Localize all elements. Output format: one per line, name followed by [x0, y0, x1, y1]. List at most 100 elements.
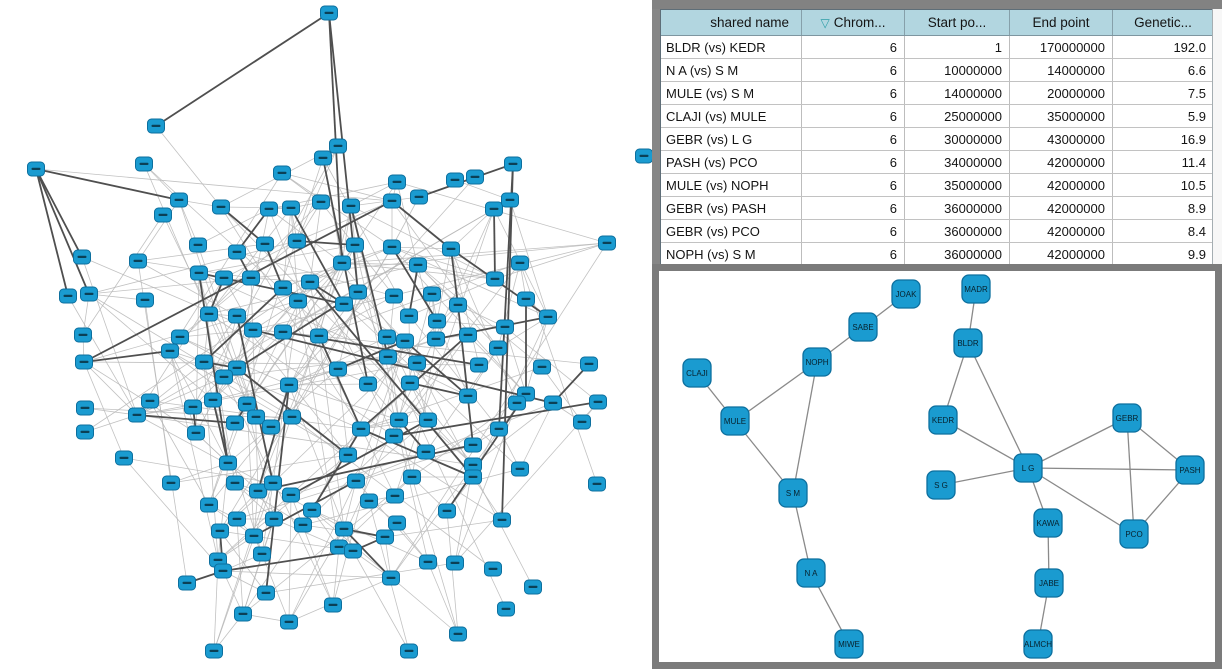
network-edge[interactable]	[493, 208, 496, 280]
network-edge[interactable]	[288, 384, 400, 421]
network-node[interactable]	[282, 487, 300, 503]
network-edge[interactable]	[408, 264, 419, 317]
network-node[interactable]	[154, 207, 172, 223]
network-node-NOPH[interactable]: NOPH	[802, 347, 832, 377]
network-edge[interactable]	[273, 518, 340, 548]
network-edge[interactable]	[236, 518, 244, 615]
network-edge[interactable]	[318, 335, 590, 365]
network-edge[interactable]	[328, 12, 343, 264]
network-node[interactable]	[320, 5, 338, 21]
network-edge[interactable]	[257, 384, 290, 492]
network-node[interactable]	[497, 601, 515, 617]
network-node[interactable]	[253, 546, 271, 562]
network-node[interactable]	[200, 497, 218, 513]
table-row[interactable]: GEBR (vs) PASH 6 36000000 42000000 8.9	[661, 197, 1213, 220]
network-edge[interactable]	[498, 163, 514, 430]
network-edge[interactable]	[411, 338, 437, 478]
network-node-SABE[interactable]: SABE	[848, 312, 878, 342]
network-node[interactable]	[333, 255, 351, 271]
network-node[interactable]	[215, 369, 233, 385]
network-node[interactable]	[262, 419, 280, 435]
network-node[interactable]	[396, 333, 414, 349]
network-node[interactable]	[264, 475, 282, 491]
network-edge[interactable]	[337, 340, 406, 370]
network-node[interactable]	[211, 523, 229, 539]
network-node[interactable]	[403, 469, 421, 485]
network-edge-GEBR-PCO[interactable]	[1126, 417, 1135, 535]
network-edge[interactable]	[417, 264, 543, 368]
network-node[interactable]	[466, 169, 484, 185]
network-edge[interactable]	[352, 550, 410, 652]
network-node[interactable]	[379, 349, 397, 365]
network-edge[interactable]	[291, 246, 393, 418]
network-edge[interactable]	[35, 168, 83, 258]
network-edge[interactable]	[509, 199, 549, 318]
network-node[interactable]	[419, 554, 437, 570]
network-node[interactable]	[486, 271, 504, 287]
table-row[interactable]: BLDR (vs) KEDR 6 1 170000000 192.0	[661, 36, 1213, 59]
network-node[interactable]	[490, 421, 508, 437]
table-row[interactable]: NOPH (vs) S M 6 36000000 42000000 9.9	[661, 243, 1213, 266]
network-edge[interactable]	[501, 163, 514, 521]
network-edge[interactable]	[290, 207, 299, 302]
network-edge[interactable]	[84, 407, 257, 418]
network-node[interactable]	[423, 286, 441, 302]
network-node[interactable]	[228, 360, 246, 376]
network-node[interactable]	[496, 319, 514, 335]
column-header-2[interactable]: Start po...	[905, 10, 1010, 35]
network-node[interactable]	[200, 306, 218, 322]
network-node-L G[interactable]: L G	[1013, 453, 1043, 483]
network-node[interactable]	[115, 450, 133, 466]
network-edge[interactable]	[390, 242, 608, 579]
network-node[interactable]	[184, 399, 202, 415]
network-node[interactable]	[141, 393, 159, 409]
network-node[interactable]	[280, 614, 298, 630]
network-edge[interactable]	[281, 172, 393, 248]
main-network-view[interactable]	[0, 0, 652, 669]
network-node[interactable]	[383, 239, 401, 255]
network-node[interactable]	[417, 444, 435, 460]
network-edge[interactable]	[391, 200, 452, 250]
network-edge[interactable]	[179, 240, 298, 338]
network-node-N A[interactable]: N A	[796, 558, 826, 588]
network-node[interactable]	[598, 235, 616, 251]
network-edge[interactable]	[446, 510, 459, 635]
network-edge-BLDR-L G[interactable]	[967, 342, 1029, 469]
network-edge[interactable]	[394, 208, 495, 497]
network-node[interactable]	[294, 517, 312, 533]
network-edge[interactable]	[222, 550, 354, 572]
network-node[interactable]	[161, 343, 179, 359]
network-edge[interactable]	[257, 444, 474, 492]
network-node[interactable]	[517, 291, 535, 307]
network-node[interactable]	[390, 412, 408, 428]
network-node[interactable]	[274, 280, 292, 296]
network-edge[interactable]	[198, 272, 389, 358]
network-node[interactable]	[329, 138, 347, 154]
network-node[interactable]	[73, 249, 91, 265]
network-node[interactable]	[80, 286, 98, 302]
network-node[interactable]	[489, 340, 507, 356]
network-edge[interactable]	[123, 457, 224, 572]
network-edge[interactable]	[170, 454, 349, 484]
network-node[interactable]	[360, 493, 378, 509]
network-edge[interactable]	[246, 181, 398, 405]
network-edge[interactable]	[417, 264, 496, 280]
network-edge[interactable]	[250, 242, 608, 279]
network-node[interactable]	[339, 447, 357, 463]
network-node[interactable]	[312, 194, 330, 210]
network-node[interactable]	[464, 469, 482, 485]
network-edge[interactable]	[217, 454, 349, 561]
network-node[interactable]	[147, 118, 165, 134]
network-edge[interactable]	[169, 350, 219, 561]
network-node[interactable]	[446, 555, 464, 571]
network-edge[interactable]	[155, 125, 222, 208]
network-edge[interactable]	[411, 393, 527, 478]
network-edge[interactable]	[454, 179, 511, 201]
network-node-BLDR[interactable]: BLDR	[953, 328, 983, 358]
network-node[interactable]	[76, 424, 94, 440]
network-node[interactable]	[128, 407, 146, 423]
network-edge[interactable]	[123, 457, 274, 484]
network-node[interactable]	[215, 270, 233, 286]
table-row[interactable]: MULE (vs) NOPH 6 35000000 42000000 10.5	[661, 174, 1213, 197]
network-node[interactable]	[346, 237, 364, 253]
